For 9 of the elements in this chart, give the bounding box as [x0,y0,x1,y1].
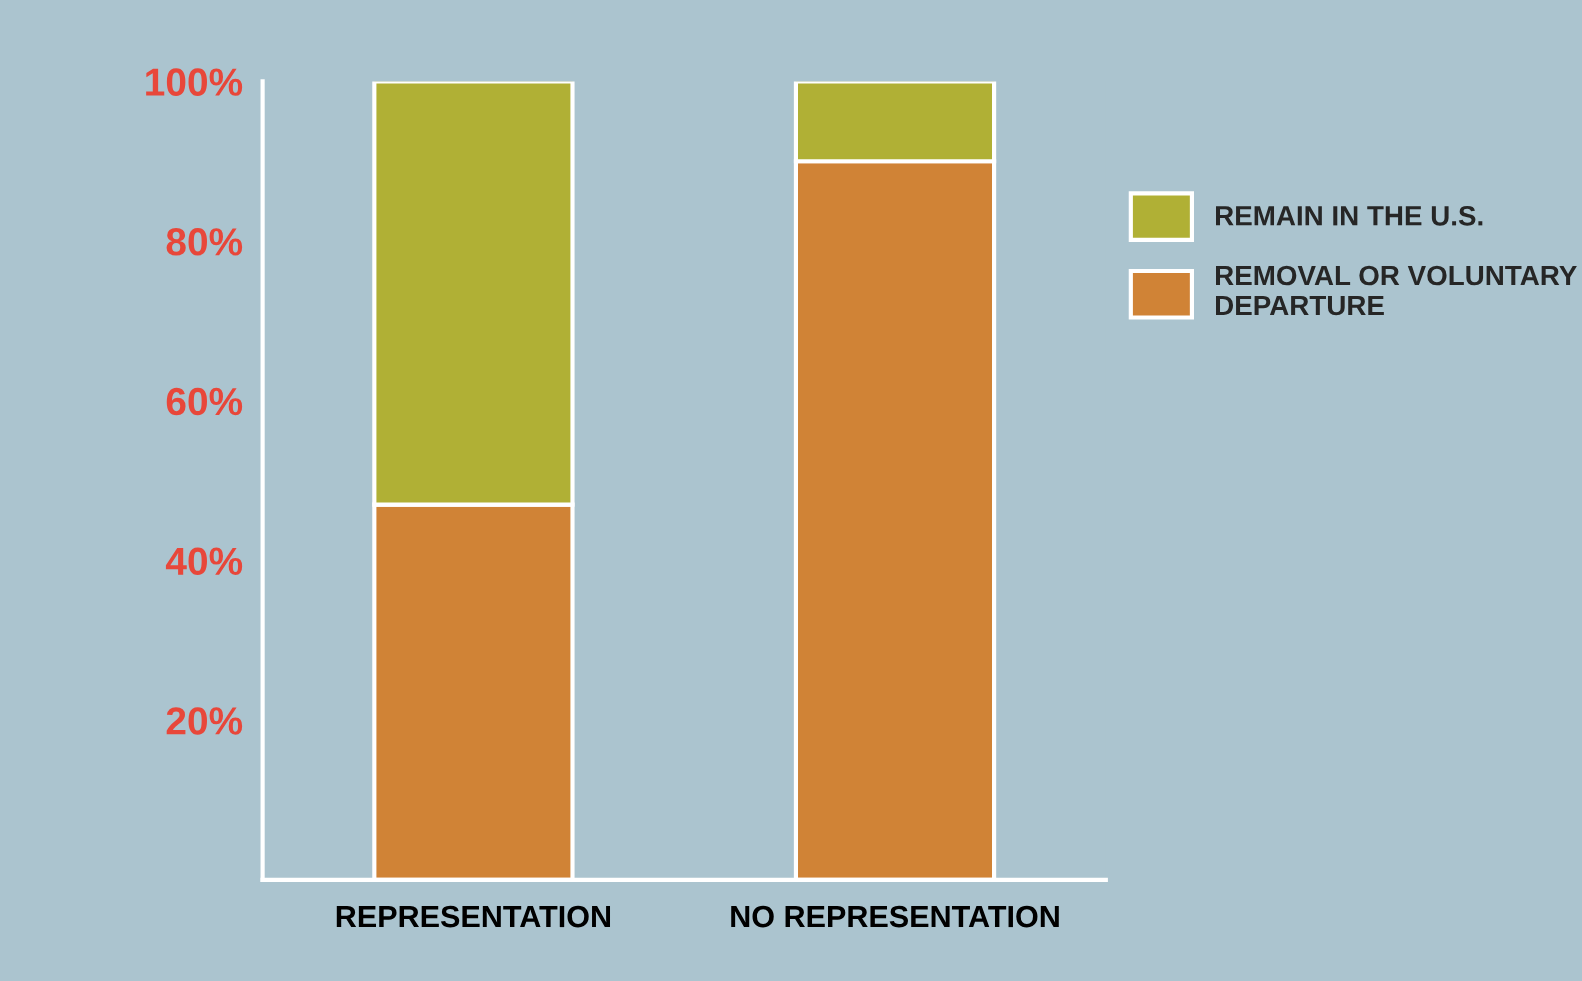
legend-label: REMOVAL OR VOLUNTARY DEPARTURE [1216,265,1577,316]
x-tick-label: NO REPRESENTATION [731,905,1059,928]
x-tick-label: REPRESENTATION [336,905,611,928]
y-tick-label: 100% [146,68,243,96]
y-tick-label: 40% [165,547,243,576]
legend-label: REMAIN IN THE U.S. [1216,205,1483,226]
y-tick-label: 20% [166,707,243,735]
y-tick-label: 80% [166,228,243,256]
y-tick-label: 60% [166,387,243,416]
